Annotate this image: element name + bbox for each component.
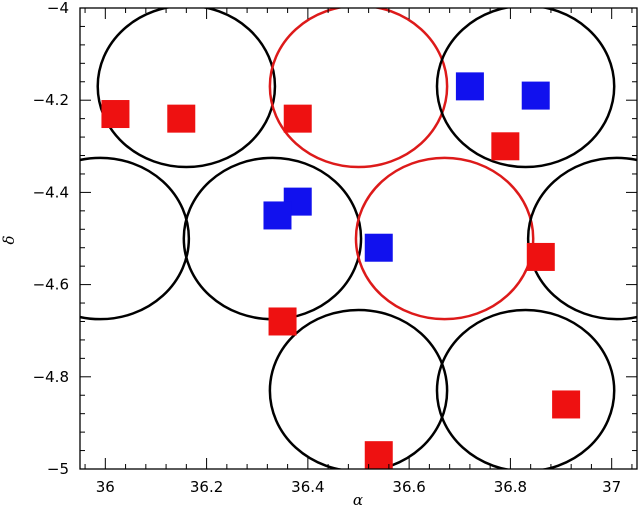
y-tick-label: −4.6 <box>33 276 69 294</box>
field-circle <box>80 156 191 321</box>
data-point <box>268 307 297 336</box>
field-circle <box>268 8 449 169</box>
y-tick-label: −5 <box>47 460 69 478</box>
field-circles <box>80 8 637 469</box>
data-point <box>283 104 312 133</box>
y-tick-label: −4.2 <box>33 91 69 109</box>
data-point <box>491 132 520 161</box>
field-circle <box>435 308 616 469</box>
x-tick-label: 36.8 <box>494 478 527 496</box>
data-points <box>101 72 581 469</box>
x-tick-label: 36.6 <box>392 478 425 496</box>
data-point <box>521 81 550 110</box>
y-tick-label: −4 <box>47 0 69 17</box>
x-axis-label: α <box>353 491 363 509</box>
data-point <box>101 100 130 129</box>
x-tick-label: 36.2 <box>190 478 223 496</box>
x-tick-label: 36 <box>96 478 115 496</box>
data-point <box>167 104 196 133</box>
axis-ticks: 36 36.2 36.4 36.6 36.8 37 −4 −4.2 −4.4 −4.6 −4.8 −5 <box>33 0 637 496</box>
field-circle <box>268 308 449 469</box>
y-tick-label: −4.8 <box>33 368 69 386</box>
data-point <box>263 201 292 230</box>
data-point <box>455 72 484 101</box>
data-point <box>364 233 393 262</box>
y-axis-label: δ <box>0 235 18 244</box>
field-circle <box>182 156 363 321</box>
field-circle <box>96 8 277 169</box>
data-point <box>552 390 581 419</box>
plot-frame <box>79 7 638 470</box>
y-tick-label: −4.4 <box>33 183 69 201</box>
field-circle <box>526 156 637 321</box>
data-point <box>526 242 555 271</box>
data-point <box>364 441 393 469</box>
field-circle <box>354 156 535 321</box>
x-tick-label: 37 <box>602 478 621 496</box>
x-tick-label: 36.4 <box>291 478 324 496</box>
field-circle <box>435 8 616 169</box>
